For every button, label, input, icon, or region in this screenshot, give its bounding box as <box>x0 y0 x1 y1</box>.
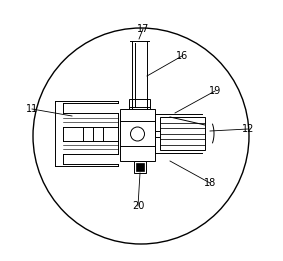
Circle shape <box>130 127 145 141</box>
Bar <box>120 109 155 161</box>
Text: 17: 17 <box>137 24 149 34</box>
Text: 20: 20 <box>132 201 144 211</box>
Bar <box>136 163 144 171</box>
Text: 11: 11 <box>26 104 38 114</box>
Text: 19: 19 <box>209 86 221 96</box>
Bar <box>134 161 146 173</box>
Text: 16: 16 <box>176 51 188 61</box>
Text: 12: 12 <box>242 124 254 134</box>
Text: 18: 18 <box>204 178 216 188</box>
Bar <box>160 117 205 150</box>
Bar <box>129 99 150 109</box>
